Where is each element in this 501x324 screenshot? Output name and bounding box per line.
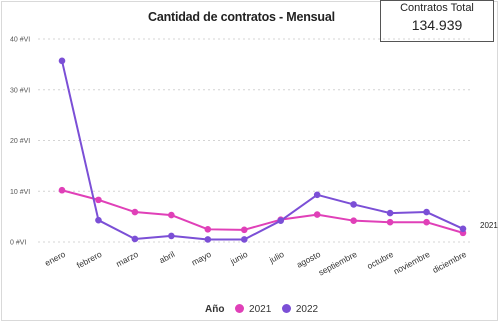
data-point-2022[interactable] [459, 225, 467, 233]
data-point-2021[interactable] [58, 186, 66, 194]
data-labels: 2021 [480, 221, 498, 230]
y-tick-label: 30 #VI [10, 87, 30, 94]
data-point-2022[interactable] [350, 201, 357, 208]
legend-marker-2021 [235, 304, 245, 313]
data-point-2022[interactable] [204, 236, 212, 243]
x-tick-label: enero [43, 249, 67, 268]
legend-item-2021[interactable]: 2021 [233, 304, 274, 315]
legend-item-2022[interactable]: 2022 [280, 304, 318, 315]
data-point-2022[interactable] [58, 57, 66, 65]
series-line-2022 [61, 60, 464, 241]
x-tick-label: junio [228, 249, 250, 267]
legend-title: Año [205, 304, 225, 315]
chart-title: Cantidad de contratos - Mensual [148, 10, 335, 24]
y-tick-label: 40 #VI [10, 37, 30, 44]
x-tick-label: abril [157, 249, 176, 265]
kpi-card: Contratos Total 134.939 [380, 0, 494, 42]
series-line-2021 [61, 189, 464, 234]
legend-label-2021: 2021 [249, 304, 272, 315]
x-tick-label: julio [267, 249, 286, 266]
data-point-2021[interactable] [313, 211, 321, 218]
legend: Año 2021 2022 [205, 304, 324, 315]
y-tick-label: 10 #VI [10, 189, 30, 196]
y-tick-label: 0 #VI [10, 240, 26, 247]
data-point-2022[interactable] [277, 217, 285, 224]
data-point-2021[interactable] [95, 196, 102, 204]
data-point-2022[interactable] [131, 235, 139, 243]
x-tick-label: febrero [75, 249, 104, 271]
data-point-2021[interactable] [350, 217, 357, 224]
kpi-label: Contratos Total [400, 2, 474, 14]
y-axis-ticks: 0 #VI 10 #VI 20 #VI 30 #VI 40 #VI [10, 37, 30, 247]
data-point-2021[interactable] [386, 218, 394, 226]
kpi-value: 134.939 [411, 17, 463, 33]
data-point-2021[interactable] [168, 211, 175, 219]
data-point-2022[interactable] [95, 216, 102, 224]
data-point-2022[interactable] [240, 236, 248, 243]
x-tick-label: mayo [190, 249, 213, 268]
data-point-2021[interactable] [240, 226, 248, 234]
x-tick-label: septiembre [317, 249, 359, 278]
x-tick-label: diciembre [431, 249, 468, 275]
data-point-2022[interactable] [423, 208, 430, 216]
x-tick-label: noviembre [392, 249, 432, 277]
data-point-2021[interactable] [204, 226, 212, 233]
legend-label-2022: 2022 [295, 304, 319, 315]
x-tick-label: agosto [295, 249, 322, 270]
x-axis-ticks: enero febrero marzo abril mayo junio julio agos… [43, 249, 468, 278]
data-point-2022[interactable] [313, 191, 321, 199]
data-point-2022[interactable] [386, 209, 394, 217]
series-lines [58, 57, 467, 243]
x-tick-label: marzo [114, 249, 140, 269]
data-point-2022[interactable] [168, 232, 175, 240]
chart-frame [1, 1, 498, 321]
legend-marker-2022 [282, 304, 292, 313]
series-end-label: 2021 [480, 221, 498, 230]
grid-lines [38, 38, 470, 243]
y-tick-label: 20 #VI [10, 138, 30, 145]
data-point-2021[interactable] [423, 218, 430, 226]
data-point-2021[interactable] [131, 208, 139, 216]
